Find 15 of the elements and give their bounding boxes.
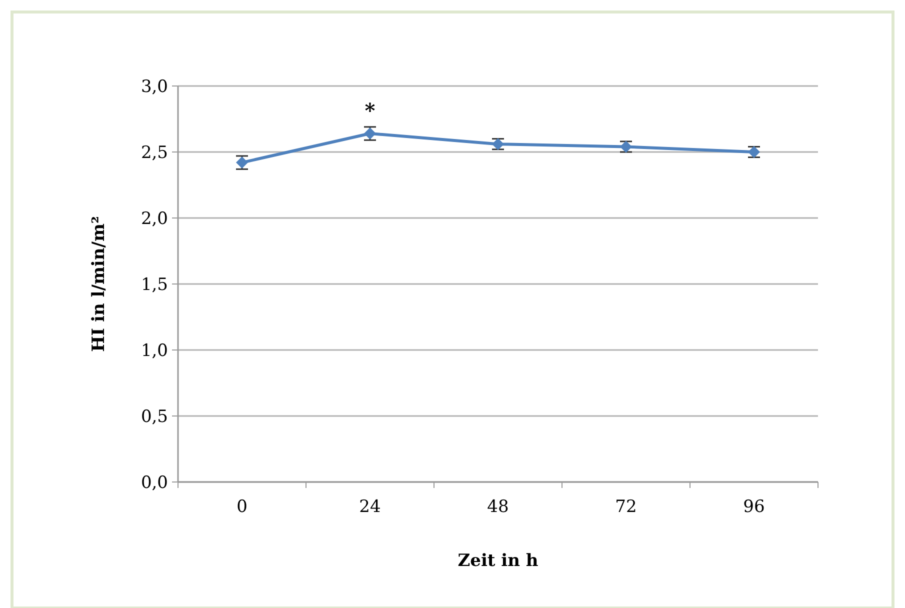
x-tick-label: 0: [236, 497, 248, 517]
annotation: *: [364, 98, 376, 123]
x-tick-label: 48: [487, 497, 509, 517]
x-tick-label: 24: [359, 497, 381, 517]
x-tick-label: 96: [743, 497, 765, 517]
y-tick-label: 1,0: [140, 340, 168, 361]
y-tick-label: 0,0: [140, 472, 168, 493]
x-tick-label: 72: [615, 497, 637, 517]
y-tick-label: 3,0: [140, 76, 168, 97]
x-axis-title: Zeit in h: [458, 551, 538, 571]
y-axis-title: HI in l/min/m²: [89, 216, 109, 352]
y-tick-label: 2,0: [140, 208, 168, 229]
y-tick-label: 2,5: [140, 142, 168, 163]
y-tick-label: 1,5: [140, 274, 168, 295]
y-tick-label: 0,5: [140, 406, 168, 427]
